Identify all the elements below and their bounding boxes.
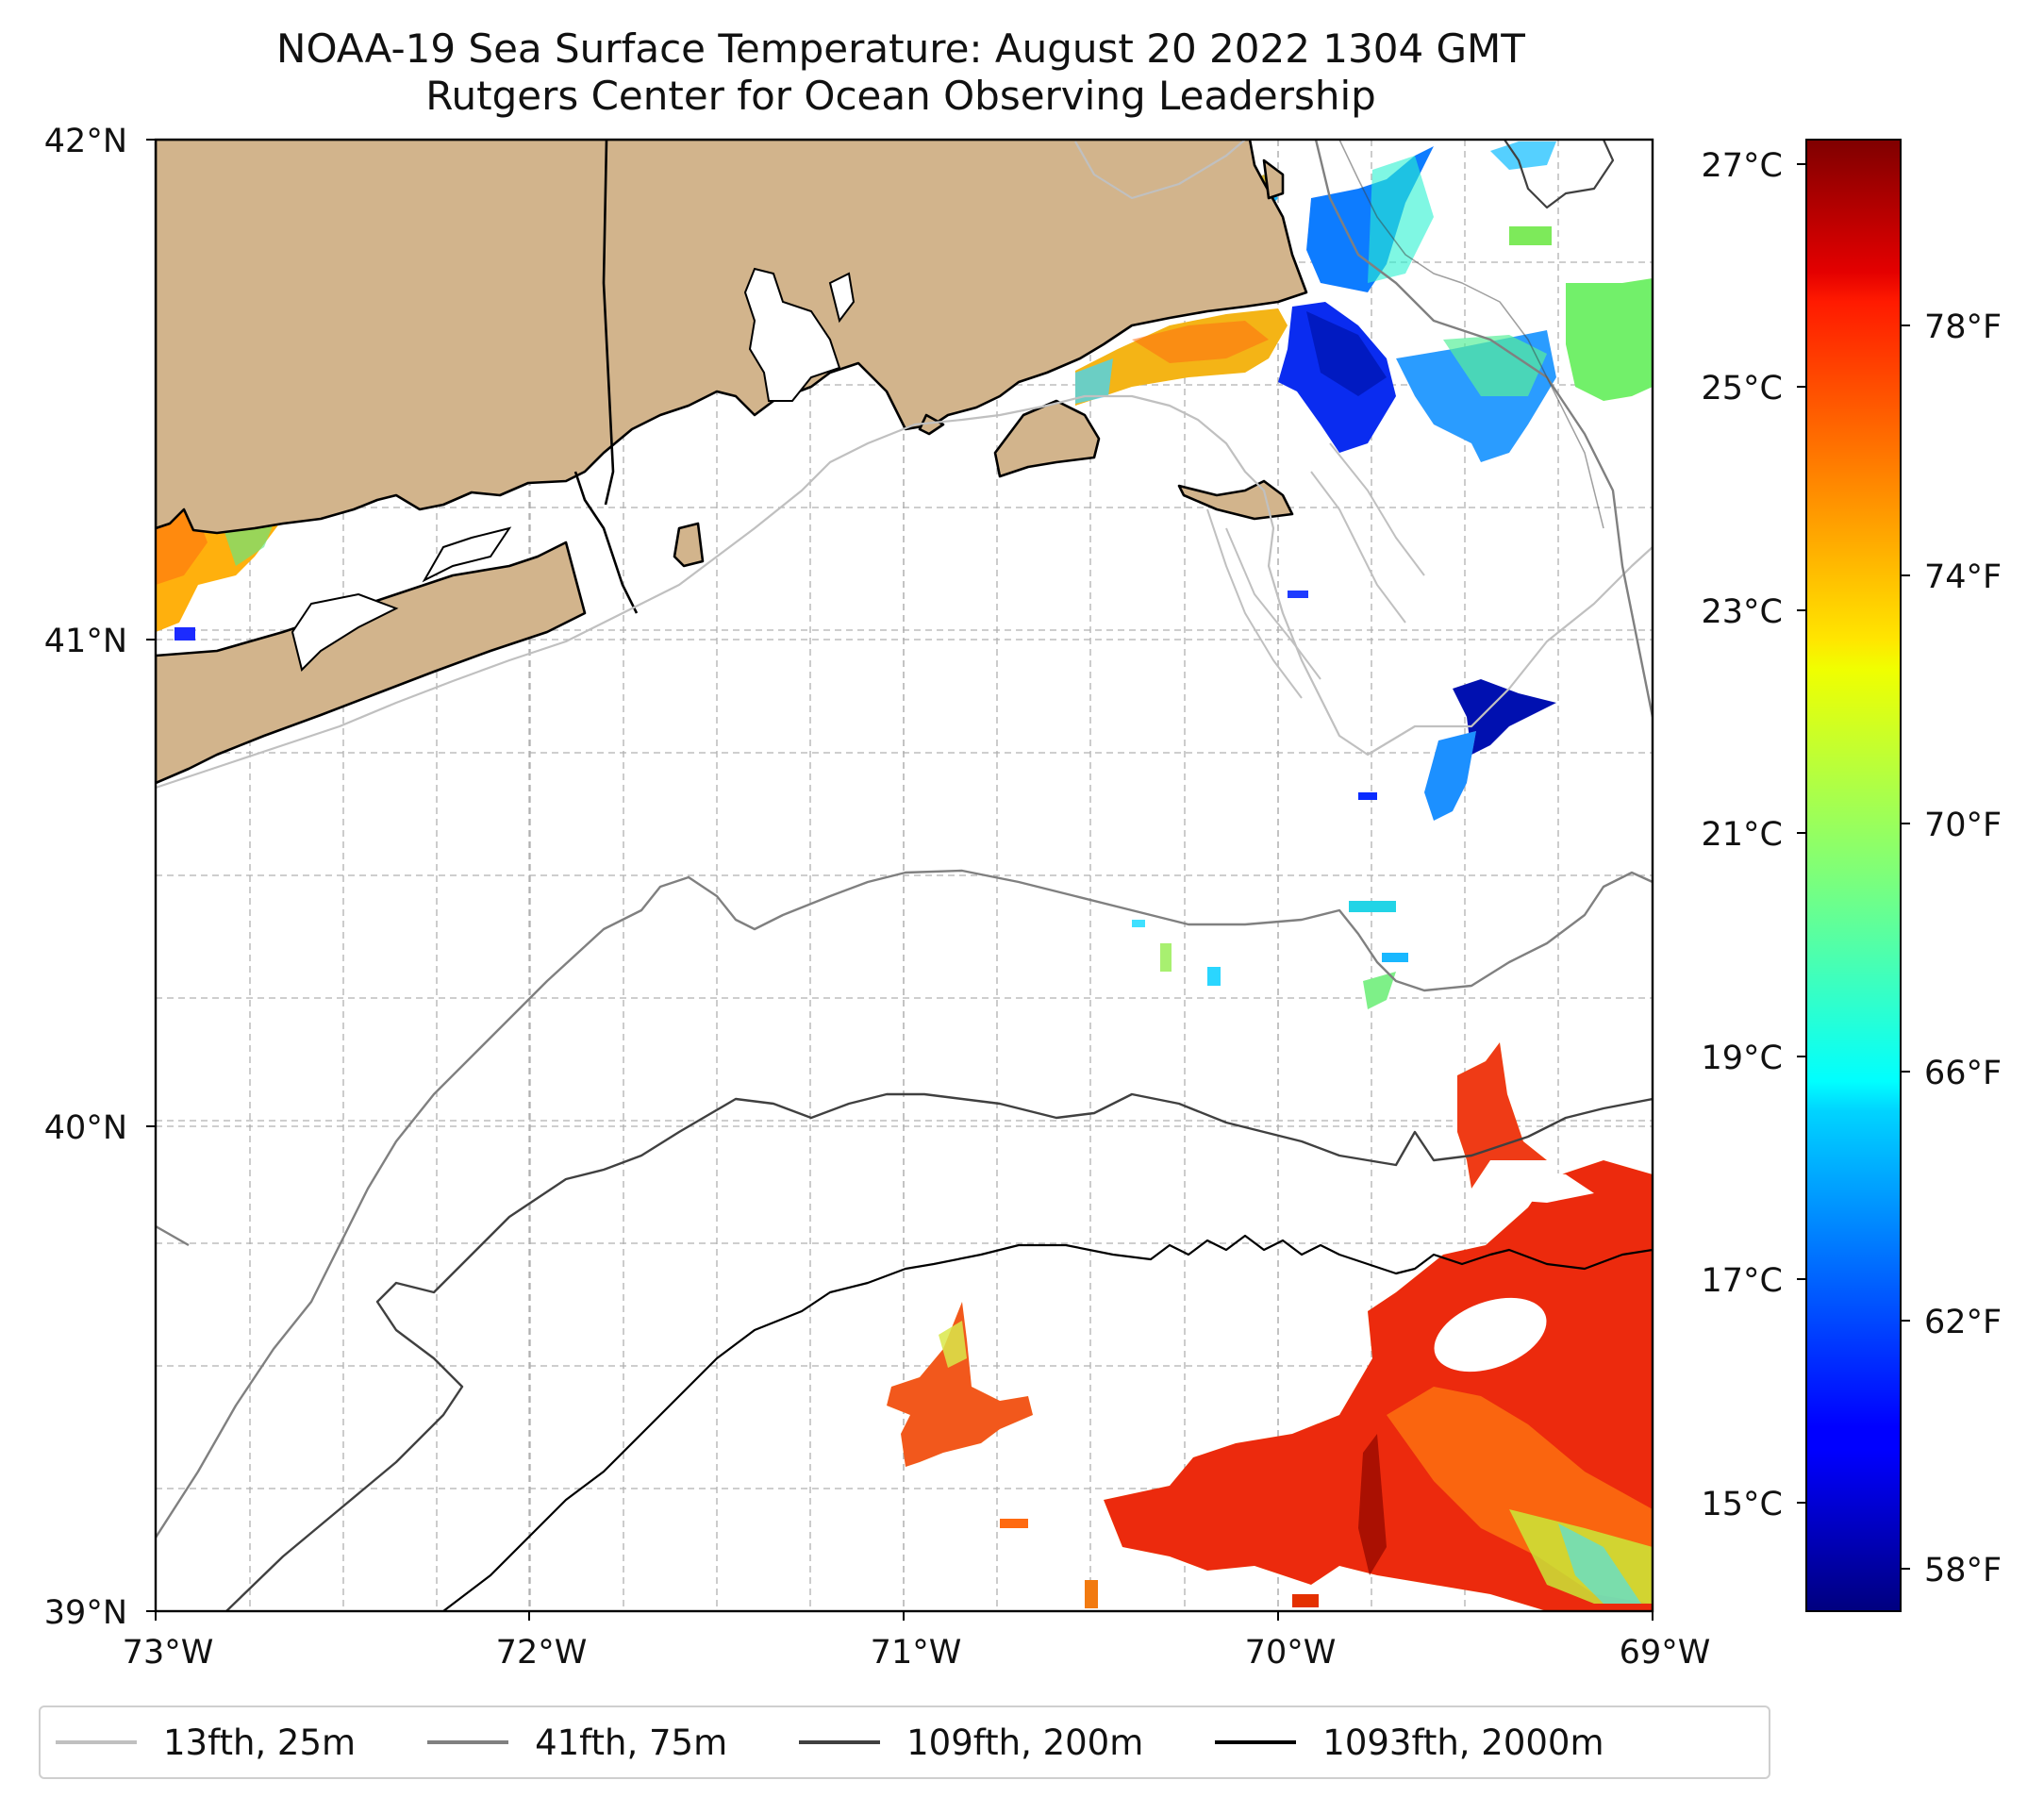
- lon-label-71: 71°W: [871, 1634, 962, 1672]
- legend-label-2000m: 1093fth, 2000m: [1322, 1722, 1604, 1763]
- fahrenheit-label-78: 78°F: [1924, 308, 2002, 346]
- fahrenheit-label-70: 70°F: [1924, 807, 2002, 844]
- fahrenheit-label-62: 62°F: [1924, 1304, 2002, 1341]
- legend-label-200m: 109fth, 200m: [906, 1722, 1144, 1763]
- celsius-label-21: 21°C: [1702, 816, 1783, 854]
- lat-tick-marks: [146, 139, 156, 1612]
- celsius-tick-marks: [1797, 163, 1806, 1504]
- lat-label-41: 41°N: [44, 623, 127, 660]
- lon-tick-marks: [155, 1611, 1653, 1621]
- fahrenheit-label-58: 58°F: [1924, 1552, 2002, 1589]
- legend-item-2000m: 1093fth, 2000m: [1215, 1722, 1604, 1763]
- legend: 13fth, 25m 41fth, 75m 109fth, 200m 1093f…: [39, 1705, 1770, 1779]
- legend-swatch-2000m: [1215, 1740, 1297, 1744]
- lat-label-39: 39°N: [44, 1594, 127, 1632]
- lat-label-42: 42°N: [44, 123, 127, 160]
- legend-item-200m: 109fth, 200m: [799, 1722, 1143, 1763]
- legend-swatch-25m: [56, 1740, 137, 1744]
- celsius-label-19: 19°C: [1702, 1040, 1783, 1077]
- fahrenheit-tick-marks: [1901, 324, 1910, 1570]
- legend-item-25m: 13fth, 25m: [56, 1722, 356, 1763]
- celsius-label-17: 17°C: [1702, 1262, 1783, 1300]
- lat-label-40: 40°N: [44, 1109, 127, 1147]
- sst-warm-region: [887, 1042, 1653, 1611]
- legend-swatch-200m: [799, 1740, 881, 1744]
- celsius-label-27: 27°C: [1702, 147, 1783, 185]
- lon-label-72: 72°W: [496, 1634, 588, 1672]
- lon-label-73: 73°W: [123, 1634, 214, 1672]
- fahrenheit-label-66: 66°F: [1924, 1055, 2002, 1092]
- land: [156, 140, 1308, 785]
- celsius-label-23: 23°C: [1702, 593, 1783, 631]
- title-line-1: NOAA-19 Sea Surface Temperature: August …: [276, 25, 1525, 72]
- colorbar: [1805, 139, 1902, 1612]
- legend-item-75m: 41fth, 75m: [427, 1722, 727, 1763]
- title-line-2: Rutgers Center for Ocean Observing Leade…: [425, 73, 1376, 119]
- lon-label-70: 70°W: [1245, 1634, 1337, 1672]
- fahrenheit-label-74: 74°F: [1924, 558, 2002, 596]
- celsius-label-25: 25°C: [1702, 370, 1783, 408]
- lon-label-69: 69°W: [1620, 1634, 1711, 1672]
- legend-label-25m: 13fth, 25m: [163, 1722, 357, 1763]
- celsius-label-15: 15°C: [1702, 1486, 1783, 1523]
- bays: [291, 267, 856, 672]
- legend-swatch-75m: [427, 1740, 509, 1744]
- legend-label-75m: 41fth, 75m: [535, 1722, 728, 1763]
- state-borders: [573, 140, 639, 614]
- bathymetry-contours: [156, 140, 1653, 1611]
